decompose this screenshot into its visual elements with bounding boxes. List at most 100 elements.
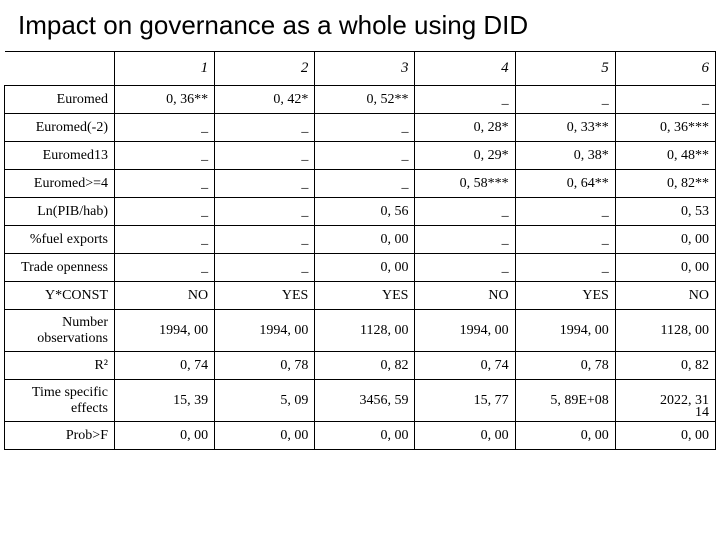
table-cell: 0, 42* — [215, 86, 315, 114]
col-header: 2 — [215, 52, 315, 86]
slide-container: Impact on governance as a whole using DI… — [0, 0, 720, 540]
row-label: Ln(PIB/hab) — [5, 198, 115, 226]
table-cell: 2022, 3114 — [615, 380, 715, 422]
table-cell: 15, 39 — [115, 380, 215, 422]
table-cell: _ — [115, 226, 215, 254]
col-header: 1 — [115, 52, 215, 86]
table-cell: _ — [615, 86, 715, 114]
table-cell: 0, 56 — [315, 198, 415, 226]
table-cell: _ — [215, 114, 315, 142]
header-blank — [5, 52, 115, 86]
table-row: Euromed>=4___0, 58***0, 64**0, 82** — [5, 170, 716, 198]
table-cell: 1994, 00 — [115, 310, 215, 352]
table-cell: NO — [415, 282, 515, 310]
table-cell: 0, 36** — [115, 86, 215, 114]
table-cell: NO — [615, 282, 715, 310]
table-cell: _ — [515, 254, 615, 282]
table-row: Trade openness__0, 00__0, 00 — [5, 254, 716, 282]
page-number: 14 — [695, 405, 709, 421]
table-cell: 0, 00 — [615, 422, 715, 450]
table-body: Euromed0, 36**0, 42*0, 52**___Euromed(-2… — [5, 86, 716, 450]
table-cell: 0, 78 — [215, 352, 315, 380]
table-cell: 1994, 00 — [215, 310, 315, 352]
table-cell: 0, 82 — [315, 352, 415, 380]
table-row: %fuel exports__0, 00__0, 00 — [5, 226, 716, 254]
table-cell: YES — [215, 282, 315, 310]
table-row: Euromed13___0, 29*0, 38*0, 48** — [5, 142, 716, 170]
table-cell: 0, 38* — [515, 142, 615, 170]
table-cell: _ — [315, 142, 415, 170]
table-cell: 0, 00 — [215, 422, 315, 450]
table-cell: 5, 09 — [215, 380, 315, 422]
col-header: 4 — [415, 52, 515, 86]
table-cell: 1994, 00 — [415, 310, 515, 352]
col-header: 3 — [315, 52, 415, 86]
table-cell: 1128, 00 — [615, 310, 715, 352]
table-row: Prob>F0, 000, 000, 000, 000, 000, 00 — [5, 422, 716, 450]
table-cell: 0, 00 — [515, 422, 615, 450]
row-label: Prob>F — [5, 422, 115, 450]
table-cell: 0, 29* — [415, 142, 515, 170]
table-cell: _ — [215, 170, 315, 198]
table-row: Euromed(-2)___0, 28*0, 33**0, 36*** — [5, 114, 716, 142]
row-label: R² — [5, 352, 115, 380]
table-cell: _ — [215, 142, 315, 170]
table-cell: 0, 00 — [315, 254, 415, 282]
table-cell: _ — [115, 142, 215, 170]
table-cell: _ — [215, 226, 315, 254]
table-cell: 0, 00 — [315, 226, 415, 254]
table-cell: 15, 77 — [415, 380, 515, 422]
row-label: Y*CONST — [5, 282, 115, 310]
table-row: R²0, 740, 780, 820, 740, 780, 82 — [5, 352, 716, 380]
table-cell: _ — [315, 170, 415, 198]
table-cell: 1128, 00 — [315, 310, 415, 352]
table-cell: _ — [115, 254, 215, 282]
row-label: Euromed — [5, 86, 115, 114]
table-cell: _ — [415, 86, 515, 114]
table-cell: 0, 00 — [315, 422, 415, 450]
table-cell: _ — [115, 198, 215, 226]
table-row: Y*CONSTNOYESYESNOYESNO — [5, 282, 716, 310]
table-cell: 0, 74 — [415, 352, 515, 380]
row-label: Time specific effects — [5, 380, 115, 422]
table-row: Number observations1994, 001994, 001128,… — [5, 310, 716, 352]
table-cell: 0, 82 — [615, 352, 715, 380]
table-cell: NO — [115, 282, 215, 310]
table-cell: 0, 52** — [315, 86, 415, 114]
col-header: 6 — [615, 52, 715, 86]
table-cell: 0, 53 — [615, 198, 715, 226]
table-cell: _ — [315, 114, 415, 142]
slide-title: Impact on governance as a whole using DI… — [4, 8, 716, 51]
table-cell: YES — [315, 282, 415, 310]
table-cell: YES — [515, 282, 615, 310]
table-cell: 0, 36*** — [615, 114, 715, 142]
table-cell: 0, 28* — [415, 114, 515, 142]
table-cell: 3456, 59 — [315, 380, 415, 422]
table-row: Euromed0, 36**0, 42*0, 52**___ — [5, 86, 716, 114]
row-label: %fuel exports — [5, 226, 115, 254]
row-label: Euromed>=4 — [5, 170, 115, 198]
table-cell: 5, 89E+08 — [515, 380, 615, 422]
table-cell: 0, 00 — [415, 422, 515, 450]
row-label: Euromed(-2) — [5, 114, 115, 142]
table-cell: _ — [215, 254, 315, 282]
row-label: Euromed13 — [5, 142, 115, 170]
table-cell: _ — [115, 170, 215, 198]
table-cell: 0, 00 — [115, 422, 215, 450]
table-cell: 0, 58*** — [415, 170, 515, 198]
table-cell: 0, 74 — [115, 352, 215, 380]
table-cell: _ — [515, 226, 615, 254]
col-header: 5 — [515, 52, 615, 86]
table-row: Ln(PIB/hab)__0, 56__0, 53 — [5, 198, 716, 226]
row-label: Trade openness — [5, 254, 115, 282]
table-cell: 0, 48** — [615, 142, 715, 170]
table-cell: _ — [415, 226, 515, 254]
table-cell: _ — [115, 114, 215, 142]
table-cell: _ — [415, 198, 515, 226]
table-cell: 0, 00 — [615, 226, 715, 254]
table-row: Time specific effects15, 395, 093456, 59… — [5, 380, 716, 422]
table-cell: 0, 64** — [515, 170, 615, 198]
table-cell: 1994, 00 — [515, 310, 615, 352]
table-cell: 0, 78 — [515, 352, 615, 380]
table-cell: 0, 33** — [515, 114, 615, 142]
